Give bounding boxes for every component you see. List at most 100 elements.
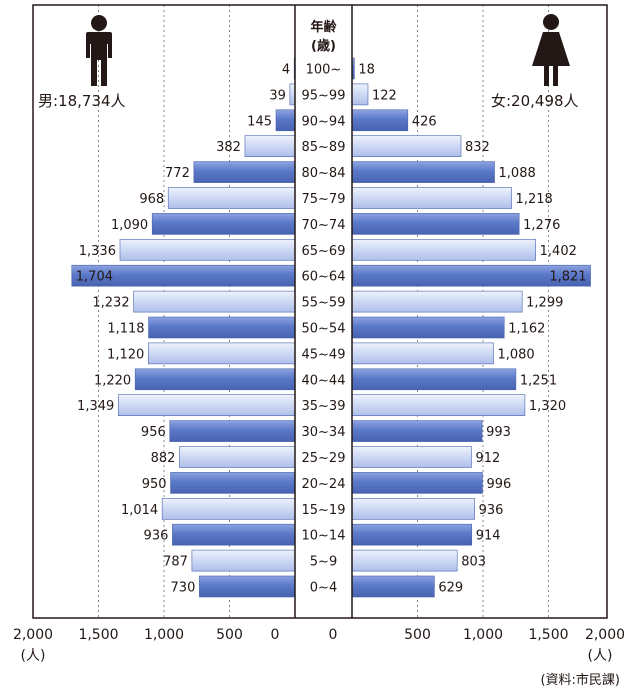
female-bar-10~14 xyxy=(351,523,473,546)
male-bar-85~89 xyxy=(244,135,296,157)
female-value-label: 1,276 xyxy=(523,218,560,233)
female-bar-65~69 xyxy=(351,239,536,261)
female-value-label: 122 xyxy=(372,88,397,103)
female-bar-35~39 xyxy=(351,394,526,417)
male-value-label: 787 xyxy=(163,555,188,570)
female-value-label: 629 xyxy=(438,581,463,596)
right-tick-2000: 2,000 xyxy=(585,627,625,643)
female-bar-25~29 xyxy=(351,446,472,468)
female-value-label: 1,251 xyxy=(520,373,557,388)
female-value-label: 1,402 xyxy=(540,244,577,259)
age-label: 90~94 xyxy=(302,114,346,129)
male-value-label: 1,232 xyxy=(92,296,129,311)
age-label: 95~99 xyxy=(302,88,346,103)
male-value-label: 1,336 xyxy=(79,244,116,259)
female-bar-45~49 xyxy=(351,342,494,365)
left-tick-0: 0 xyxy=(271,627,280,643)
female-value-label: 914 xyxy=(476,529,501,544)
female-bar-85~89 xyxy=(351,135,462,157)
age-label: 85~89 xyxy=(302,140,346,155)
male-bar-50~54 xyxy=(148,316,296,339)
age-label: 70~74 xyxy=(302,218,346,233)
female-person-icon xyxy=(532,14,570,86)
age-label: 5~9 xyxy=(310,555,337,570)
left-tick-500: 500 xyxy=(216,627,243,643)
male-bar-0~4 xyxy=(199,575,296,598)
age-label: 0~4 xyxy=(310,581,337,596)
female-bar-0~4 xyxy=(351,575,435,598)
male-value-label: 950 xyxy=(142,477,167,492)
female-value-label: 1,821 xyxy=(549,270,586,285)
age-label: 35~39 xyxy=(302,399,346,414)
female-value-label: 1,299 xyxy=(526,296,563,311)
female-bar-40~44 xyxy=(351,368,517,391)
female-value-label: 993 xyxy=(486,425,511,440)
male-bar-80~84 xyxy=(193,161,296,183)
male-bar-15~19 xyxy=(161,497,296,520)
male-bar-5~9 xyxy=(191,549,296,572)
male-bar-75~79 xyxy=(167,187,296,209)
age-label: 15~19 xyxy=(302,503,346,518)
female-bar-30~34 xyxy=(351,420,483,442)
male-value-label: 145 xyxy=(247,114,272,129)
male-value-label: 772 xyxy=(165,166,190,181)
female-bar-80~84 xyxy=(351,161,495,183)
female-value-label: 936 xyxy=(479,503,504,518)
male-value-label: 1,349 xyxy=(77,399,114,414)
plot-frame xyxy=(32,4,608,619)
female-bar-20~24 xyxy=(351,472,483,494)
female-value-label: 426 xyxy=(412,114,437,129)
male-value-label: 968 xyxy=(139,192,164,207)
age-label: 60~64 xyxy=(302,270,346,285)
male-bar-95~99 xyxy=(289,83,296,106)
male-value-label: 4 xyxy=(282,63,290,78)
male-person-icon xyxy=(86,15,112,86)
source-note: (資料:市民課) xyxy=(540,672,620,688)
female-value-label: 1,080 xyxy=(497,347,534,362)
left-tick-1500: 1,500 xyxy=(78,627,118,643)
age-label: 75~79 xyxy=(302,192,346,207)
right-unit-label: (人) xyxy=(588,648,613,664)
right-tick-0: 0 xyxy=(329,627,338,643)
age-label: 30~34 xyxy=(302,425,346,440)
age-label: 45~49 xyxy=(302,347,346,362)
female-bar-50~54 xyxy=(351,316,505,339)
male-bar-70~74 xyxy=(151,213,296,235)
male-value-label: 1,118 xyxy=(107,322,144,337)
male-bar-20~24 xyxy=(170,472,296,494)
left-tick-1000: 1,000 xyxy=(144,627,184,643)
age-label: 10~14 xyxy=(302,529,346,544)
female-bar-90~94 xyxy=(351,109,409,132)
right-tick-1000: 1,000 xyxy=(463,627,503,643)
bars: 100~ 4 18 95~99 39 122 90~94 145 426 85~89 382 832 8… xyxy=(71,57,591,598)
right-tick-1500: 1,500 xyxy=(528,627,568,643)
female-bar-95~99 xyxy=(351,83,369,106)
female-value-label: 803 xyxy=(461,555,486,570)
age-label: 20~24 xyxy=(302,477,346,492)
female-value-label: 1,320 xyxy=(529,399,566,414)
age-label: 40~44 xyxy=(302,373,346,388)
left-unit-label: (人) xyxy=(21,648,46,664)
male-value-label: 936 xyxy=(144,529,169,544)
male-bar-25~29 xyxy=(179,446,296,468)
male-bar-35~39 xyxy=(117,394,296,417)
male-value-label: 1,090 xyxy=(111,218,148,233)
female-value-label: 832 xyxy=(465,140,490,155)
female-value-label: 1,162 xyxy=(508,322,545,337)
age-label: 100~ xyxy=(306,63,342,78)
male-bar-30~34 xyxy=(169,420,296,442)
female-bar-75~79 xyxy=(351,187,512,209)
female-total-label: 女:20,498人 xyxy=(491,92,579,110)
male-bar-40~44 xyxy=(134,368,296,391)
age-label: 50~54 xyxy=(302,322,346,337)
female-value-label: 18 xyxy=(358,63,375,78)
male-value-label: 1,704 xyxy=(76,270,113,285)
female-value-label: 1,218 xyxy=(516,192,553,207)
male-value-label: 882 xyxy=(151,451,176,466)
male-bar-10~14 xyxy=(172,523,296,546)
age-unit-header: (歳) xyxy=(311,38,336,54)
male-bar-45~49 xyxy=(147,342,296,365)
male-total-label: 男:18,734人 xyxy=(38,92,126,110)
female-bar-70~74 xyxy=(351,213,520,235)
female-bar-15~19 xyxy=(351,497,475,520)
